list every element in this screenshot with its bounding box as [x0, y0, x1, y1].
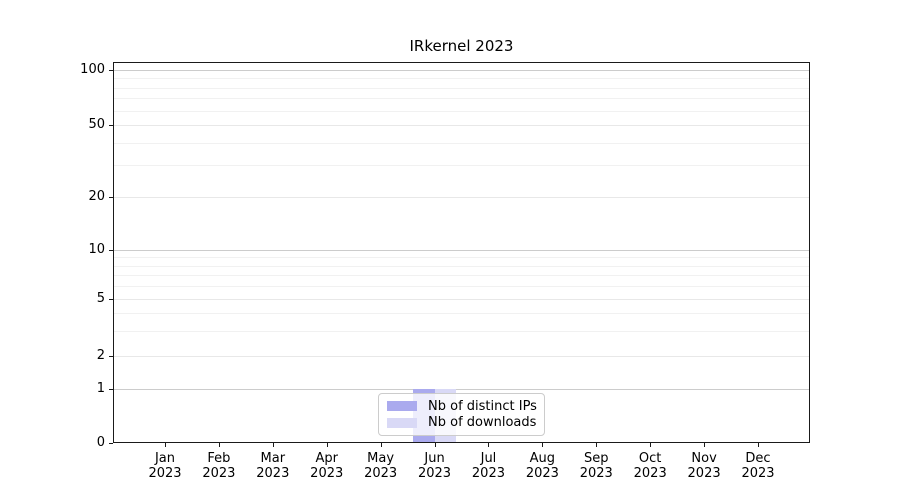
x-tick-mark-jan: [165, 443, 166, 447]
x-tick-label-year: 2023: [471, 466, 505, 481]
gridline-y-100: [113, 70, 810, 71]
gridline-y-5: [113, 299, 810, 300]
x-tick-label-year: 2023: [310, 466, 344, 481]
x-tick-label-sep: Sep 2023: [564, 451, 628, 481]
x-tick-label-year: 2023: [364, 466, 398, 481]
legend-swatch-downloads-icon: [387, 417, 417, 428]
y-tick-label-10: 10: [88, 242, 105, 257]
y-tick-label-50: 50: [88, 117, 105, 132]
gridline-y-1: [113, 389, 810, 390]
x-tick-mark-aug: [542, 443, 544, 447]
gridline-y-10: [113, 250, 810, 251]
legend: Nb of distinct IPs Nb of downloads: [378, 393, 545, 436]
x-tick-label-month: May: [367, 451, 395, 466]
x-tick-mark-may: [380, 443, 382, 447]
y-tick-label-20: 20: [88, 189, 105, 204]
gridline-y-40: [113, 142, 810, 144]
gridline-y-60: [113, 110, 810, 112]
legend-swatch-distinct-ips-icon: [387, 401, 417, 412]
y-tick-label-2: 2: [96, 348, 105, 363]
x-tick-mark-jul: [488, 443, 490, 447]
y-tick-label-5: 5: [96, 291, 105, 306]
x-tick-label-month: Oct: [638, 451, 662, 466]
y-tick-label-0: 0: [96, 435, 105, 450]
gridline-y-20: [113, 197, 810, 198]
gridline-y-50: [113, 125, 810, 126]
x-tick-label-jan: Jan 2023: [133, 451, 197, 481]
x-tick-mark-nov: [704, 443, 706, 447]
x-tick-label-dec: Dec 2023: [726, 451, 790, 481]
gridline-y-3: [113, 330, 810, 332]
y-tick-mark-2: [109, 356, 113, 357]
x-tick-label-month: Jun: [424, 451, 445, 466]
x-tick-mark-feb: [218, 443, 220, 447]
gridline-y-90: [113, 78, 810, 80]
x-tick-mark-sep: [596, 443, 598, 447]
x-tick-label-aug: Aug 2023: [510, 451, 574, 481]
y-tick-label-1: 1: [96, 381, 105, 396]
x-tick-label-month: Mar: [260, 451, 286, 466]
chart-title: IRkernel 2023: [409, 37, 514, 55]
x-tick-label-month: Feb: [207, 451, 231, 466]
gridline-y-6: [113, 286, 810, 288]
legend-label-distinct-ips: Nb of distinct IPs: [428, 398, 537, 414]
x-tick-label-year: 2023: [148, 466, 182, 481]
x-tick-label-month: Aug: [529, 451, 556, 466]
x-tick-mark-jun: [434, 443, 436, 447]
x-tick-label-year: 2023: [256, 466, 290, 481]
gridline-y-30: [113, 165, 810, 167]
legend-item-distinct-ips: Nb of distinct IPs: [387, 398, 537, 415]
gridline-y-9: [113, 257, 810, 259]
x-tick-label-month: Sep: [584, 451, 609, 466]
x-tick-label-mar: Mar 2023: [241, 451, 305, 481]
y-tick-mark-10: [109, 250, 113, 251]
gridline-y-7: [113, 275, 810, 277]
x-tick-mark-dec: [758, 443, 759, 447]
x-tick-label-apr: Apr 2023: [295, 451, 359, 481]
y-tick-mark-0: [109, 443, 113, 444]
x-tick-label-year: 2023: [741, 466, 775, 481]
x-tick-label-nov: Nov 2023: [672, 451, 736, 481]
x-tick-mark-oct: [650, 443, 652, 447]
x-tick-label-year: 2023: [525, 466, 559, 481]
x-tick-label-year: 2023: [202, 466, 236, 481]
legend-item-downloads: Nb of downloads: [387, 415, 536, 432]
x-tick-label-month: Nov: [691, 451, 717, 466]
gridline-y-80: [113, 87, 810, 89]
gridline-y-4: [113, 312, 810, 314]
x-tick-label-jun: Jun 2023: [403, 451, 467, 481]
x-tick-label-jul: Jul 2023: [456, 451, 520, 481]
x-tick-label-year: 2023: [633, 466, 667, 481]
x-tick-label-feb: Feb 2023: [187, 451, 251, 481]
gridline-y-70: [113, 98, 810, 100]
legend-label-downloads: Nb of downloads: [428, 415, 537, 431]
y-tick-mark-20: [109, 197, 113, 198]
y-tick-mark-50: [109, 125, 113, 126]
y-tick-label-100: 100: [80, 62, 105, 77]
x-tick-label-may: May 2023: [349, 451, 413, 481]
x-tick-label-month: Jul: [480, 451, 497, 466]
x-tick-label-year: 2023: [687, 466, 721, 481]
x-tick-label-month: Jan: [154, 451, 176, 466]
y-tick-mark-100: [109, 70, 113, 71]
x-tick-mark-apr: [326, 443, 328, 447]
x-tick-label-year: 2023: [579, 466, 613, 481]
y-tick-mark-1: [109, 389, 113, 390]
y-tick-mark-5: [109, 299, 113, 300]
x-tick-label-oct: Oct 2023: [618, 451, 682, 481]
x-tick-mark-mar: [272, 443, 274, 447]
plot-area: [113, 62, 810, 443]
x-tick-label-month: Apr: [315, 451, 338, 466]
x-tick-label-year: 2023: [417, 466, 452, 481]
gridline-y-8: [113, 265, 810, 267]
gridline-y-2: [113, 356, 810, 357]
x-tick-label-month: Dec: [745, 451, 771, 466]
